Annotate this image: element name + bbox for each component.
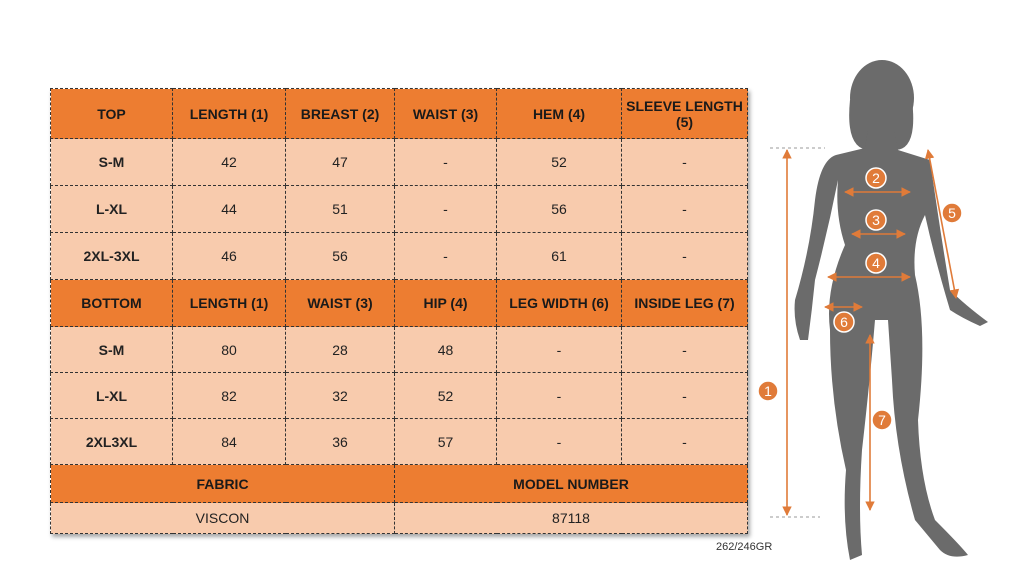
- table-cell: WAIST (3): [285, 279, 395, 327]
- marker-circle: [871, 409, 893, 431]
- table-cell: 56: [285, 232, 395, 280]
- table-cell: -: [394, 232, 497, 280]
- table-cell: 2XL3XL: [50, 418, 173, 465]
- table-cell: L-XL: [50, 185, 173, 233]
- table-cell: VISCON: [50, 502, 395, 534]
- size-table: TOP LENGTH (1) BREAST (2) WAIST (3) HEM (4) S…: [50, 88, 748, 534]
- table-cell: 61: [496, 232, 622, 280]
- silhouette: [794, 60, 988, 560]
- marker-label: 7: [878, 412, 886, 428]
- table-cell: 51: [285, 185, 395, 233]
- table-cell: -: [621, 326, 748, 373]
- measure-lines: [782, 149, 960, 516]
- table-cell: -: [394, 138, 497, 186]
- table-cell: SLEEVE LENGTH (5): [621, 88, 748, 139]
- table-cell: 36: [285, 418, 395, 465]
- table-cell: 57: [394, 418, 497, 465]
- table-cell: -: [621, 232, 748, 280]
- marker-label: 2: [872, 170, 880, 186]
- table-cell: 28: [285, 326, 395, 373]
- table-row: TOP LENGTH (1) BREAST (2) WAIST (3) HEM (4) S…: [50, 88, 748, 139]
- table-cell: 52: [496, 138, 622, 186]
- table-cell: 47: [285, 138, 395, 186]
- table-cell: 87118: [394, 502, 748, 534]
- marker-circle: [865, 167, 887, 189]
- table-cell: -: [621, 185, 748, 233]
- table-row: 2XL-3XL 46 56-61-: [50, 232, 748, 280]
- marker-circle: [757, 380, 779, 402]
- guide-lines: [770, 147, 825, 518]
- table-cell: WAIST (3): [394, 88, 497, 139]
- table-cell: 82: [172, 372, 286, 419]
- table-cell: 2XL-3XL: [50, 232, 173, 280]
- table-cell: 56: [496, 185, 622, 233]
- marker-circle: [865, 252, 887, 274]
- marker-circle: [941, 202, 963, 224]
- table-cell: INSIDE LEG (7): [621, 279, 748, 327]
- table-cell: -: [621, 372, 748, 419]
- marker-circle: [865, 209, 887, 231]
- table-cell: -: [496, 326, 622, 373]
- table-cell: 84: [172, 418, 286, 465]
- table-cell: -: [496, 418, 622, 465]
- table-cell: 48: [394, 326, 497, 373]
- marker-circle: [833, 311, 855, 333]
- table-cell: HIP (4): [394, 279, 497, 327]
- table-row: VISCON 87118: [50, 502, 748, 534]
- table-cell: S-M: [50, 138, 173, 186]
- footer-code: 262/246GR: [716, 541, 773, 553]
- table-cell: LEG WIDTH (6): [496, 279, 622, 327]
- marker-label: 4: [872, 255, 880, 271]
- marker-label: 6: [840, 314, 848, 330]
- table-cell: TOP: [50, 88, 173, 139]
- marker-label: 1: [764, 383, 772, 399]
- table-cell: 42: [172, 138, 286, 186]
- table-cell: 32: [285, 372, 395, 419]
- table-row: L-XL 82 32 52- -: [50, 372, 748, 419]
- table-cell: LENGTH (1): [172, 279, 286, 327]
- table-cell: S-M: [50, 326, 173, 373]
- table-cell: FABRIC: [50, 464, 395, 503]
- marker-label: 5: [948, 205, 956, 221]
- table-cell: HEM (4): [496, 88, 622, 139]
- table-row: BOTTOM LENGTH (1) WAIST (3) HIP (4) LEG WIDT…: [50, 279, 748, 327]
- table-cell: 80: [172, 326, 286, 373]
- marker-label: 3: [872, 212, 880, 228]
- table-row: S-M 80 28 48- -: [50, 326, 748, 373]
